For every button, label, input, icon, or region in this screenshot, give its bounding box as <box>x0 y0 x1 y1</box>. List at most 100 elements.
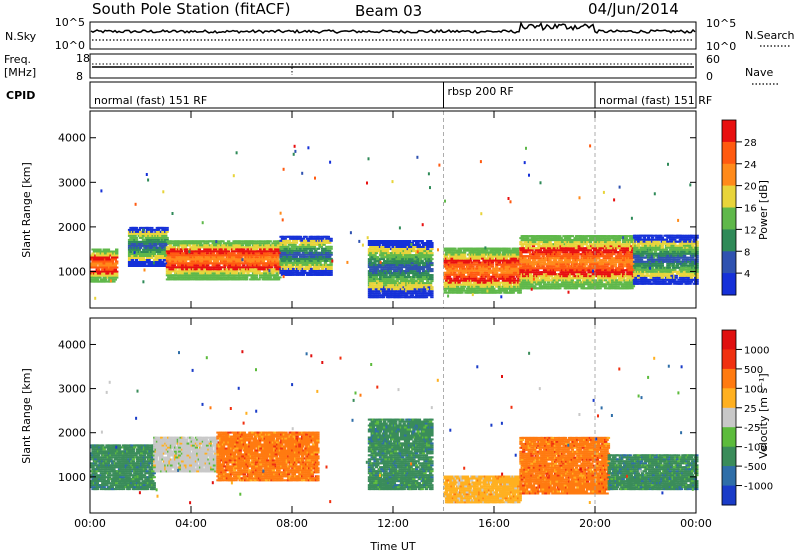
echo-cell <box>127 234 132 237</box>
echo-cell <box>253 278 257 281</box>
echo-cell <box>254 276 258 279</box>
echo-cell <box>381 280 385 283</box>
echo-cell <box>412 272 416 275</box>
echo-cell <box>98 248 102 251</box>
echo-cell <box>329 267 333 270</box>
echo-cell <box>384 242 388 244</box>
echo-cell <box>373 254 377 257</box>
echo-cell <box>96 256 101 259</box>
echo-cell <box>381 262 385 265</box>
nsky-label: N.Sky <box>5 30 37 43</box>
echo-cell <box>369 276 373 279</box>
noise-panel-frame <box>89 21 697 50</box>
echo-cell <box>201 272 206 275</box>
echo-cell <box>290 261 294 264</box>
echo-cell <box>417 270 422 273</box>
echo-cell <box>140 251 144 253</box>
echo-cell <box>321 257 325 260</box>
echo-cell <box>133 265 137 267</box>
echo-cell <box>405 264 409 267</box>
echo-cell <box>92 258 97 261</box>
echo-cell <box>175 258 179 261</box>
echo-cell <box>394 282 398 285</box>
echo-cell <box>490 285 495 288</box>
echo-cell <box>430 276 434 279</box>
echo-cell <box>487 285 492 288</box>
echo-cell <box>428 250 433 253</box>
echo-cell <box>105 274 109 277</box>
echo-cell <box>424 270 429 273</box>
echo-cell <box>329 239 333 242</box>
echo-cell <box>457 253 461 256</box>
echo-cell <box>211 252 215 255</box>
echo-cell <box>401 294 405 297</box>
echo-cell <box>482 255 486 258</box>
echo-cell <box>423 256 427 259</box>
echo-cell <box>394 288 398 291</box>
echo-cell <box>471 287 475 290</box>
echo-cell <box>457 247 461 250</box>
echo-cell <box>384 260 388 263</box>
echo-cell <box>168 256 172 259</box>
echo-cell <box>253 254 257 257</box>
echo-cell <box>158 232 162 235</box>
echo-cell <box>318 261 322 264</box>
echo-cell <box>289 255 293 258</box>
echo-cell <box>144 234 148 237</box>
echo-cell <box>412 276 416 279</box>
echo-cell <box>294 245 299 248</box>
echo-cell <box>196 276 200 279</box>
power-echo-cells <box>90 111 699 308</box>
echo-cell <box>150 230 154 233</box>
echo-cell <box>328 249 332 252</box>
echo-cell <box>423 244 427 246</box>
echo-cell <box>377 294 381 297</box>
echo-cell <box>531 265 536 268</box>
echo-cell <box>409 278 413 281</box>
echo-cell <box>472 273 477 276</box>
echo-cell <box>406 292 410 295</box>
echo-cell <box>394 272 398 275</box>
echo-cell <box>140 263 144 265</box>
echo-cell <box>487 275 492 278</box>
freq-tick-top: 18 <box>76 52 90 65</box>
echo-cell <box>221 240 225 243</box>
echo-cell <box>449 277 453 280</box>
echo-cell <box>461 259 465 262</box>
echo-cell <box>110 258 115 261</box>
echo-cell <box>300 261 304 264</box>
echo-cell <box>203 268 207 271</box>
echo-cell <box>387 260 391 263</box>
echo-cell <box>186 250 190 253</box>
echo-cell <box>307 241 311 244</box>
echo-cell <box>291 249 296 252</box>
echo-cell <box>147 226 151 229</box>
echo-cell <box>449 251 453 254</box>
echo-cell <box>321 253 325 256</box>
echo-cell <box>369 268 373 271</box>
echo-cell <box>387 242 391 244</box>
echo-cell <box>325 249 329 252</box>
echo-cell <box>283 237 287 240</box>
echo-cell <box>222 266 227 269</box>
echo-cell <box>242 272 246 275</box>
echo-cell <box>139 261 143 263</box>
echo-cell <box>426 288 430 291</box>
echo-cell <box>161 261 165 263</box>
echo-cell <box>329 273 333 276</box>
echo-cell <box>179 244 183 247</box>
echo-cell <box>408 264 412 267</box>
echo-cell <box>254 270 258 273</box>
echo-cell <box>392 268 397 271</box>
echo-cell <box>468 259 472 262</box>
echo-cell <box>321 267 325 270</box>
echo-cell <box>329 271 333 274</box>
echo-cell <box>496 279 500 282</box>
echo-cell <box>172 274 177 277</box>
echo-cell <box>150 257 154 259</box>
echo-cell <box>140 244 144 247</box>
echo-cell <box>392 256 397 259</box>
echo-cell <box>472 251 477 254</box>
echo-cell <box>311 235 315 238</box>
